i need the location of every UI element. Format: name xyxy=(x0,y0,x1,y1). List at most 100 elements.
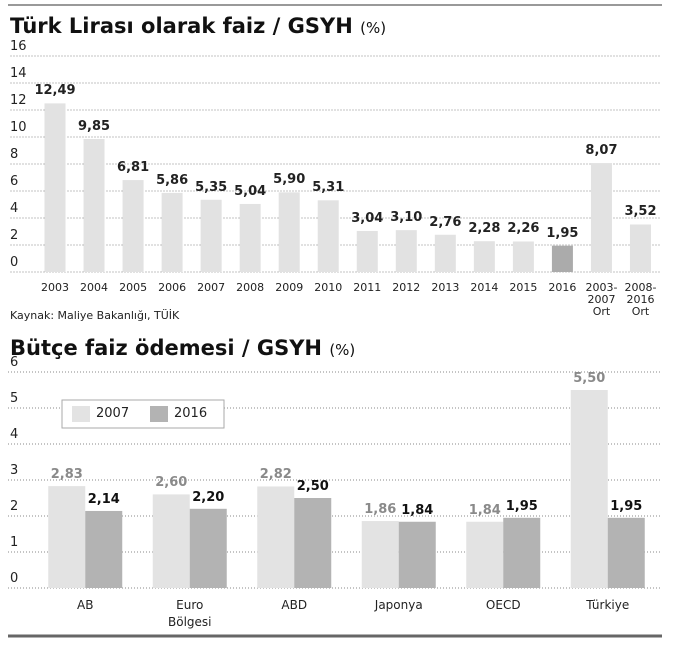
value-label: 5,04 xyxy=(234,183,267,199)
value-label: 5,31 xyxy=(312,180,345,196)
x-tick-label: 2003- 2007 Ort xyxy=(585,281,618,318)
bar xyxy=(629,224,651,272)
value-label: 2,26 xyxy=(507,221,540,237)
bar xyxy=(434,234,456,272)
bar xyxy=(607,517,645,588)
y-tick-label: 10 xyxy=(10,120,27,135)
chart-title: Bütçe faiz ödemesi / GSYH (%) xyxy=(10,336,355,360)
value-label: 3,04 xyxy=(351,210,384,226)
x-tick-label: 2015 xyxy=(509,281,538,294)
bar xyxy=(466,521,504,588)
value-label: 5,86 xyxy=(156,172,189,188)
value-label: 2,83 xyxy=(50,467,83,483)
value-label: 2,14 xyxy=(87,491,120,507)
title-text: Türk Lirası olarak faiz / GSYH xyxy=(10,14,353,38)
y-tick-label: 16 xyxy=(10,39,27,54)
value-label: 3,10 xyxy=(390,210,423,226)
legend-swatch xyxy=(150,406,168,422)
value-label: 5,35 xyxy=(195,179,228,195)
chart-title: Türk Lirası olarak faiz / GSYH (%) xyxy=(10,14,386,38)
bar xyxy=(361,521,399,588)
y-tick-label: 4 xyxy=(10,201,19,216)
value-label: 2,20 xyxy=(192,489,225,505)
bar xyxy=(200,199,222,272)
bar xyxy=(512,241,534,272)
legend-swatch xyxy=(72,406,90,422)
x-tick-label: AB xyxy=(77,598,94,612)
x-tick-label: 2010 xyxy=(314,281,343,294)
value-label: 3,52 xyxy=(624,204,657,220)
bar xyxy=(570,390,608,588)
bar xyxy=(278,192,300,272)
title-text: Bütçe faiz ödemesi / GSYH xyxy=(10,336,322,360)
bar xyxy=(257,486,295,588)
bar xyxy=(317,200,339,272)
bar xyxy=(189,508,227,588)
bar xyxy=(398,521,436,588)
x-tick-label: ABD xyxy=(281,598,308,612)
x-tick-label: 2007 xyxy=(197,281,226,294)
x-tick-label: Japonya xyxy=(374,598,423,612)
value-label: 1,86 xyxy=(364,502,397,518)
x-tick-label: 2014 xyxy=(470,281,499,294)
legend-label: 2016 xyxy=(174,406,208,421)
x-tick-label: 2016 xyxy=(548,281,577,294)
value-label: 9,85 xyxy=(78,119,111,135)
x-tick-label: 2009 xyxy=(275,281,304,294)
unit: (%) xyxy=(329,341,356,359)
value-label: 1,84 xyxy=(468,502,501,518)
value-label: 2,60 xyxy=(155,475,188,491)
legend-label: 2007 xyxy=(96,406,130,421)
bar xyxy=(356,230,378,272)
y-tick-label: 8 xyxy=(10,147,19,162)
bar xyxy=(239,203,261,272)
y-tick-label: 6 xyxy=(10,174,19,189)
value-label: 8,07 xyxy=(585,143,618,159)
value-label: 1,95 xyxy=(546,225,579,241)
y-tick-label: 0 xyxy=(10,255,19,270)
bar xyxy=(85,510,123,588)
y-tick-label: 14 xyxy=(10,66,27,81)
value-label: 2,28 xyxy=(468,221,501,237)
y-tick-label: 0 xyxy=(10,571,19,586)
y-tick-label: 5 xyxy=(10,391,19,406)
value-label: 6,81 xyxy=(117,160,150,176)
x-tick-label: 2006 xyxy=(158,281,187,294)
value-label: 1,95 xyxy=(610,498,643,514)
value-label: 1,95 xyxy=(505,498,538,514)
value-label: 2,76 xyxy=(429,214,462,230)
x-tick-label: 2005 xyxy=(119,281,148,294)
x-tick-label: 2008- 2016 Ort xyxy=(624,281,657,318)
y-tick-label: 12 xyxy=(10,93,27,108)
value-label: 5,50 xyxy=(573,371,606,386)
x-tick-label: 2008 xyxy=(236,281,265,294)
bar xyxy=(122,180,144,272)
value-label: 5,90 xyxy=(273,172,306,188)
y-tick-label: 6 xyxy=(10,355,19,370)
value-label: 2,50 xyxy=(296,479,329,494)
bar xyxy=(551,245,573,272)
bar xyxy=(395,230,417,272)
x-tick-label: 2012 xyxy=(392,281,421,294)
x-tick-label: 2004 xyxy=(80,281,109,294)
y-tick-label: 2 xyxy=(10,228,19,243)
value-label: 12,49 xyxy=(34,83,76,99)
bar xyxy=(44,103,66,272)
x-tick-label: Türkiye xyxy=(586,598,630,612)
bar xyxy=(473,241,495,272)
bar xyxy=(152,494,190,588)
y-tick-label: 4 xyxy=(10,427,19,442)
bar xyxy=(503,517,541,588)
y-tick-label: 2 xyxy=(10,499,19,514)
x-tick-label: Euro Bölgesi xyxy=(168,598,212,629)
x-tick-label: OECD xyxy=(485,598,521,612)
bar xyxy=(590,163,612,272)
source: Kaynak: Maliye Bakanlığı, TÜİK xyxy=(10,309,180,322)
unit: (%) xyxy=(360,19,387,37)
value-label: 2,82 xyxy=(259,467,292,483)
value-label: 1,84 xyxy=(401,502,434,518)
bar xyxy=(48,486,86,588)
bar xyxy=(83,139,105,272)
